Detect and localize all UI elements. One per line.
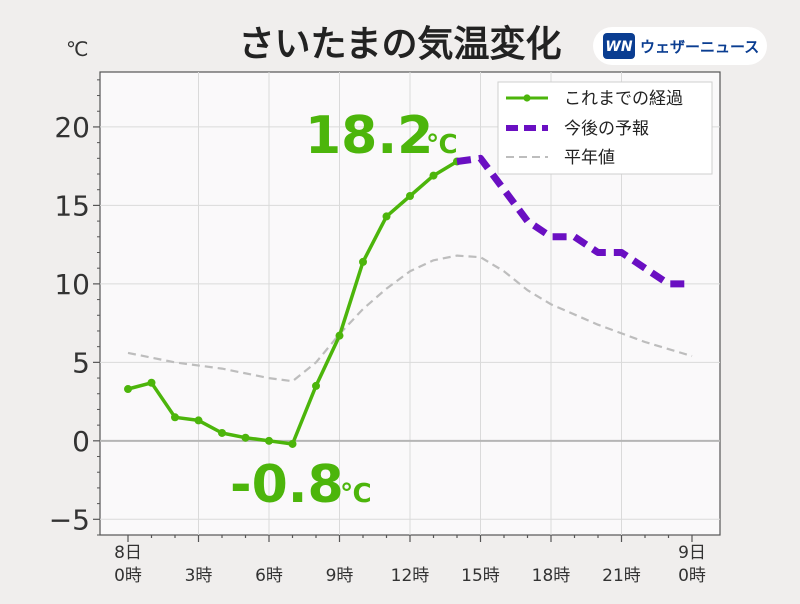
- y-tick-label: −5: [49, 503, 90, 536]
- y-tick-label: 10: [54, 268, 90, 301]
- observed-point: [429, 171, 438, 180]
- x-tick-label: 9時: [326, 566, 354, 586]
- brand-logo-text: WN: [605, 39, 632, 55]
- observed-point: [382, 212, 391, 221]
- normal-line: [127, 254, 693, 383]
- observed-point: [194, 416, 203, 425]
- legend: これまでの経過 今後の予報 平年値: [497, 81, 713, 175]
- legend-observed-label: これまでの経過: [564, 89, 683, 109]
- y-tick-label: 5: [72, 346, 90, 379]
- y-tick-label: 20: [54, 111, 90, 144]
- max-annotation: 18.2 ℃: [305, 106, 457, 166]
- observed-point: [147, 378, 156, 387]
- observed-point: [406, 191, 414, 200]
- y-tick-label: 15: [54, 189, 90, 222]
- observed-point: [312, 381, 320, 390]
- observed-point: [124, 385, 132, 394]
- axes: −5 0 5 10 15 20 8日 0時 3時 6時 9時 12時 15時 18時 21時 9日 0時: [49, 79, 706, 586]
- y-tick-label: 0: [72, 425, 90, 458]
- brand-name: ウェザーニュース: [640, 38, 759, 56]
- min-unit: ℃: [340, 479, 371, 509]
- observed-point: [335, 331, 344, 340]
- x-tick-label: 0時: [114, 566, 142, 586]
- x-tick-label: 18時: [532, 566, 571, 586]
- legend-observed-marker: [523, 94, 531, 102]
- x-tick-label: 0時: [678, 566, 706, 586]
- x-tick-label-date: 9日: [678, 543, 706, 563]
- observed-point: [218, 428, 226, 437]
- x-tick-label: 3時: [185, 566, 213, 586]
- max-unit: ℃: [426, 130, 457, 160]
- observed-point: [359, 257, 367, 266]
- x-tick-label: 15時: [461, 566, 500, 586]
- legend-normal-label: 平年値: [564, 148, 615, 168]
- x-tick-label: 21時: [602, 566, 641, 586]
- brand-pill: [593, 27, 767, 65]
- legend-forecast-label: 今後の予報: [564, 119, 649, 139]
- max-value: 18.2: [305, 106, 433, 166]
- y-unit-label: ℃: [66, 37, 88, 61]
- forecast-line: [456, 154, 692, 288]
- x-tick-label: 6時: [255, 566, 283, 586]
- observed-point: [288, 439, 297, 448]
- x-tick-label: 12時: [391, 566, 430, 586]
- chart-title: さいたまの気温変化: [239, 23, 562, 65]
- brand-badge: WN ウェザーニュース: [593, 27, 767, 65]
- brand-logo-icon: [603, 33, 635, 59]
- min-value: -0.8: [230, 455, 344, 515]
- min-annotation: -0.8 ℃: [230, 455, 371, 515]
- x-tick-label-date: 8日: [114, 543, 142, 563]
- series-group: [124, 154, 693, 448]
- observed-point: [241, 433, 250, 442]
- observed-point: [171, 413, 179, 422]
- observed-point: [265, 436, 273, 445]
